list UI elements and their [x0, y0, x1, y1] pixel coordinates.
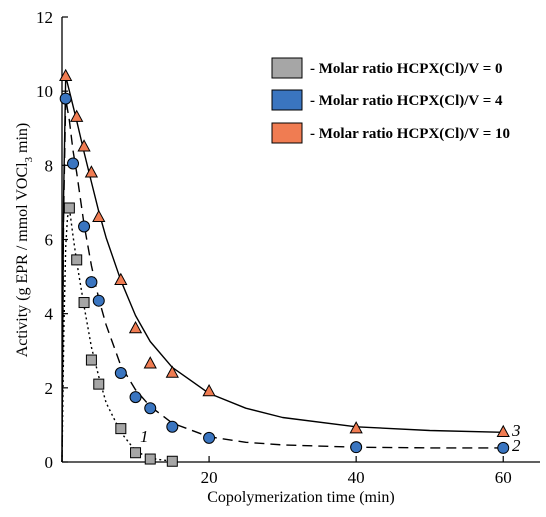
- data-point-series-2: [166, 420, 179, 433]
- legend-label-1: - Molar ratio HCPX(Cl)/V = 0: [310, 61, 503, 77]
- y-tick-label: 12: [36, 8, 53, 27]
- data-point-series-2: [203, 431, 216, 444]
- data-point-series-3: [165, 365, 179, 378]
- y-tick-label: 2: [45, 379, 54, 398]
- data-point-series-1: [93, 378, 105, 390]
- fit-curve-2: [61, 97, 504, 463]
- x-axis-label: Copolymerization time (min): [207, 489, 395, 506]
- data-point-series-3: [92, 209, 106, 222]
- y-tick-label: 6: [45, 231, 54, 250]
- data-point-series-1: [144, 453, 156, 465]
- x-tick-label: 40: [348, 468, 365, 487]
- data-point-series-2: [350, 441, 363, 454]
- fit-curve-1: [61, 207, 173, 463]
- data-point-series-2: [144, 402, 157, 415]
- legend-label-2: - Molar ratio HCPX(Cl)/V = 4: [310, 93, 503, 109]
- y-tick-label: 10: [36, 82, 53, 101]
- y-axis-label: Activity (g EPR / mmol VOCl3 min): [14, 123, 35, 358]
- legend-swatch-3: [271, 122, 303, 144]
- data-point-series-2: [92, 294, 105, 307]
- data-point-series-2: [85, 276, 98, 289]
- y-axis-label-main: Activity (g EPR / mmol VOCl: [14, 162, 31, 357]
- data-point-series-2: [129, 391, 142, 404]
- y-tick-label: 8: [45, 156, 54, 175]
- data-point-series-1: [85, 354, 97, 366]
- x-tick-label: 20: [201, 468, 218, 487]
- data-point-series-1: [130, 447, 142, 459]
- legend-swatch-1: [271, 57, 303, 79]
- curve-label-3: 3: [511, 421, 521, 440]
- data-point-series-3: [496, 424, 510, 438]
- data-point-series-3: [143, 356, 157, 369]
- data-point-series-3: [70, 109, 84, 122]
- data-point-series-1: [63, 202, 75, 214]
- data-point-series-2: [497, 441, 510, 454]
- y-tick-label: 0: [45, 453, 54, 472]
- data-point-series-2: [114, 367, 127, 379]
- curve-label-1: 1: [140, 427, 149, 446]
- y-axis-label-end: min): [14, 123, 31, 157]
- data-point-series-1: [71, 254, 83, 266]
- x-tick-label: 60: [495, 468, 512, 487]
- legend: - Molar ratio HCPX(Cl)/V = 0 - Molar rati…: [271, 57, 510, 144]
- legend-swatch-2: [271, 89, 303, 111]
- data-point-series-3: [77, 139, 91, 152]
- curve-labels: 1 23: [140, 421, 521, 455]
- data-point-series-3: [59, 68, 73, 82]
- data-point-series-3: [84, 165, 99, 178]
- y-axis-label-subscript: 3: [23, 156, 35, 162]
- curve-label-2: 2: [512, 436, 521, 455]
- data-point-series-2: [67, 157, 80, 170]
- y-tick-label: 4: [45, 305, 54, 324]
- data-point-series-3: [202, 383, 216, 397]
- axis-ticks: 0 2 4 6 8 10 12 20 40 60: [36, 8, 512, 487]
- data-points: [59, 68, 510, 467]
- data-point-series-1: [115, 423, 127, 435]
- data-point-series-2: [59, 92, 72, 105]
- data-point-series-3: [114, 272, 128, 286]
- data-point-series-3: [349, 421, 363, 434]
- data-point-series-1: [78, 297, 90, 309]
- legend-label-3: - Molar ratio HCPX(Cl)/V = 10: [310, 126, 510, 142]
- data-point-series-1: [166, 455, 178, 467]
- data-point-series-3: [128, 320, 143, 334]
- data-point-series-2: [78, 220, 91, 233]
